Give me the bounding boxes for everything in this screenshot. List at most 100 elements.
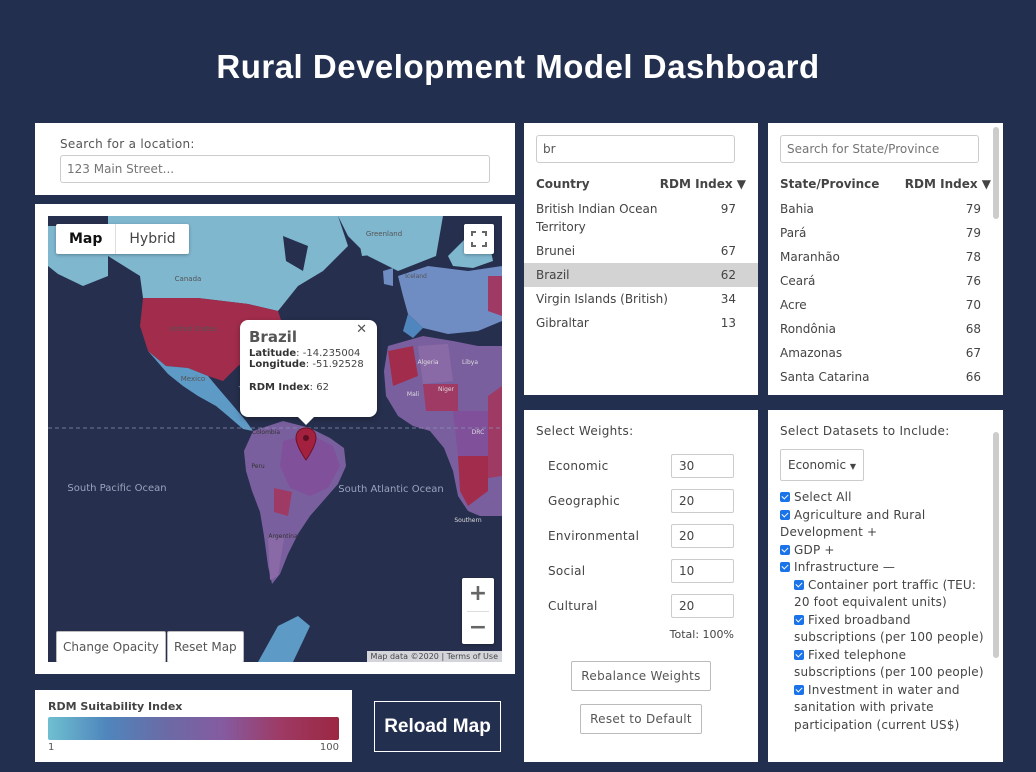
- map-type-map-button[interactable]: Map: [56, 224, 117, 254]
- table-row[interactable]: Brunei 67: [536, 244, 736, 258]
- weight-input-economic[interactable]: [671, 454, 734, 478]
- table-row[interactable]: Maranhão 78: [780, 250, 981, 264]
- zoom-in-button[interactable]: +: [468, 581, 488, 606]
- state-search-input[interactable]: [780, 135, 979, 163]
- map-label-argentina: Argentina: [268, 533, 298, 540]
- legend-gradient-bar: [48, 717, 339, 740]
- popup-latitude: Latitude: -14.235004: [249, 348, 361, 359]
- weight-input-geographic[interactable]: [671, 489, 734, 513]
- column-rdm-index[interactable]: RDM Index ▼: [904, 177, 991, 191]
- checkbox-checked-icon[interactable]: [794, 684, 804, 695]
- fullscreen-button[interactable]: [464, 224, 494, 254]
- dataset-checkbox-broadband[interactable]: Fixed broadband subscriptions (per 100 p…: [794, 612, 984, 644]
- zoom-control: + −: [462, 578, 494, 644]
- column-country[interactable]: Country: [536, 177, 590, 191]
- dataset-checkbox-infrastructure[interactable]: Infrastructure —: [780, 559, 991, 577]
- map-label-southern: Southern: [454, 517, 481, 524]
- dataset-checkbox-telephone[interactable]: Fixed telephone subscriptions (per 100 p…: [794, 647, 984, 679]
- map-label-greenland: Greenland: [366, 230, 402, 238]
- table-row[interactable]: Ceará 76: [780, 274, 981, 288]
- table-row[interactable]: Gibraltar 13: [536, 316, 736, 330]
- reload-map-button[interactable]: Reload Map: [374, 701, 501, 752]
- map-attribution: Map data ©2020 | Terms of Use: [366, 651, 502, 662]
- weights-total: Total: 100%: [669, 628, 734, 641]
- table-row[interactable]: Santa Catarina 66: [780, 370, 981, 384]
- weight-row-cultural: Cultural: [536, 594, 746, 618]
- legend-panel: RDM Suitability Index 1 100: [35, 690, 352, 762]
- location-search-input[interactable]: [60, 155, 490, 183]
- datasets-title: Select Datasets to Include:: [780, 424, 950, 438]
- checkbox-checked-icon[interactable]: [794, 579, 804, 590]
- map-panel: South Pacific Ocean South Atlantic Ocean…: [35, 204, 515, 674]
- weight-input-environmental[interactable]: [671, 524, 734, 548]
- reset-default-button[interactable]: Reset to Default: [580, 704, 702, 734]
- legend-min: 1: [48, 742, 55, 753]
- caret-down-icon: ▼: [849, 462, 857, 471]
- zoom-out-button[interactable]: −: [468, 615, 488, 640]
- country-table-header: Country RDM Index ▼: [524, 177, 758, 191]
- weight-row-social: Social: [536, 559, 746, 583]
- datasets-scrollbar[interactable]: [993, 432, 999, 658]
- location-marker-icon[interactable]: [295, 427, 317, 461]
- dataset-checkbox-water-investment[interactable]: Investment in water and sanitation with …: [794, 682, 960, 732]
- info-popup: ✕ Brazil Latitude: -14.235004 Longitude:…: [240, 320, 377, 425]
- popup-tail: [298, 417, 314, 425]
- map-label-algeria: Algeria: [417, 359, 438, 366]
- table-row[interactable]: Amazonas 67: [780, 346, 981, 360]
- reset-map-button[interactable]: Reset Map: [167, 631, 244, 662]
- legend-labels: 1 100: [48, 742, 339, 753]
- table-row[interactable]: Rondônia 68: [780, 322, 981, 336]
- checkbox-checked-icon[interactable]: [780, 562, 790, 572]
- table-row[interactable]: Acre 70: [780, 298, 981, 312]
- weights-panel: Select Weights: Economic Geographic Envi…: [524, 410, 758, 762]
- column-state[interactable]: State/Province: [780, 177, 880, 191]
- terms-of-use-link[interactable]: Terms of Use: [446, 652, 498, 661]
- datasets-panel: Select Datasets to Include: Economic ▼ S…: [768, 410, 1003, 762]
- popup-close-icon[interactable]: ✕: [356, 322, 367, 337]
- map-label-iceland: Iceland: [405, 273, 427, 280]
- dataset-checkbox-select-all[interactable]: Select All: [780, 489, 991, 507]
- checkbox-checked-icon[interactable]: [780, 544, 790, 555]
- column-rdm-index[interactable]: RDM Index ▼: [659, 177, 746, 191]
- popup-longitude: Longitude: -51.92528: [249, 359, 364, 370]
- world-map[interactable]: South Pacific Ocean South Atlantic Ocean…: [48, 216, 502, 662]
- map-label-mali: Mali: [407, 391, 420, 398]
- map-label-niger: Niger: [438, 386, 455, 393]
- dataset-checkbox-agriculture[interactable]: Agriculture and Rural Development +: [780, 507, 926, 539]
- dataset-category-select[interactable]: Economic ▼: [780, 449, 865, 481]
- state-scrollbar[interactable]: [993, 127, 999, 219]
- map-label-colombia: Colombia: [252, 429, 281, 436]
- table-row[interactable]: British Indian Ocean Territory 97: [536, 202, 736, 234]
- checkbox-checked-icon[interactable]: [794, 649, 804, 660]
- dataset-checkbox-port-traffic[interactable]: Container port traffic (TEU: 20 foot equ…: [794, 577, 977, 609]
- weight-row-geographic: Geographic: [536, 489, 746, 513]
- map-type-control: Map Hybrid: [56, 224, 189, 254]
- map-label-us: United States: [169, 325, 217, 333]
- table-row[interactable]: Virgin Islands (British) 34: [536, 292, 736, 306]
- ocean-label-south-pacific: South Pacific Ocean: [67, 483, 166, 494]
- popup-title: Brazil: [249, 328, 297, 346]
- weight-row-environmental: Environmental: [536, 524, 746, 548]
- rebalance-weights-button[interactable]: Rebalance Weights: [571, 661, 711, 691]
- map-type-hybrid-button[interactable]: Hybrid: [129, 231, 176, 247]
- map-label-mexico: Mexico: [181, 375, 205, 383]
- table-row[interactable]: Bahia 79: [780, 202, 981, 216]
- dataset-checkbox-gdp[interactable]: GDP +: [780, 542, 991, 560]
- checkbox-checked-icon[interactable]: [780, 509, 790, 520]
- weight-input-social[interactable]: [671, 559, 734, 583]
- weights-title: Select Weights:: [536, 424, 634, 438]
- table-row-selected[interactable]: Brazil 62: [524, 263, 758, 287]
- table-row[interactable]: Pará 79: [780, 226, 981, 240]
- checkbox-checked-icon[interactable]: [794, 614, 804, 625]
- country-table-panel: Country RDM Index ▼ British Indian Ocean…: [524, 123, 758, 395]
- change-opacity-button[interactable]: Change Opacity: [56, 631, 166, 662]
- legend-max: 100: [319, 742, 339, 753]
- map-label-libya: Libya: [462, 359, 478, 366]
- map-canvas[interactable]: South Pacific Ocean South Atlantic Ocean…: [48, 216, 502, 662]
- ocean-label-south-atlantic: South Atlantic Ocean: [338, 484, 443, 495]
- legend-title: RDM Suitability Index: [48, 700, 183, 713]
- weight-input-cultural[interactable]: [671, 594, 734, 618]
- country-search-input[interactable]: [536, 135, 735, 163]
- checkbox-checked-icon[interactable]: [780, 492, 790, 502]
